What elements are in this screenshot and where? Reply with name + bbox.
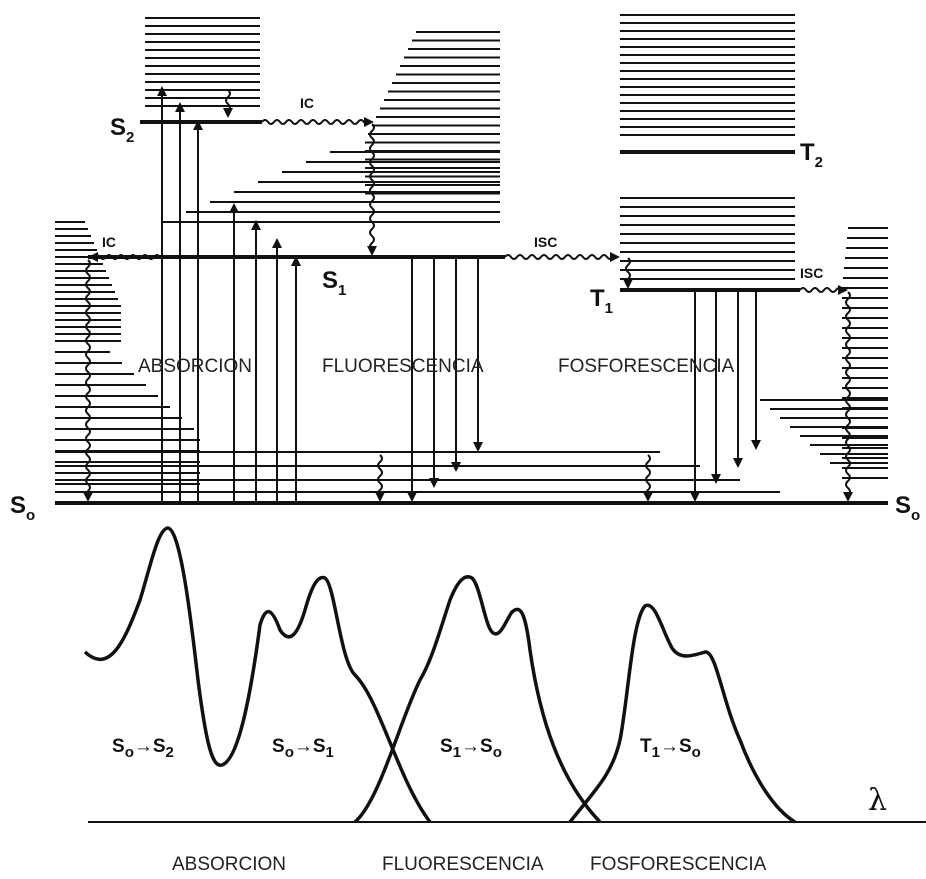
section-absorcion: ABSORCION xyxy=(138,356,252,377)
section-fluorescencia: FLUORESCENCIA xyxy=(322,356,484,377)
band-t1-s0-label: T1→So xyxy=(640,736,701,761)
spectrum-fluorescencia-label: FLUORESCENCIA xyxy=(382,854,544,875)
isc-middle-wavy xyxy=(504,252,620,262)
s1-s0-internal-conversion-wavy xyxy=(83,259,93,502)
spectrum-fosforescencia-label: FOSFORESCENCIA xyxy=(590,854,767,875)
ic-left-wavy xyxy=(88,252,161,262)
s2-s1-relaxation-wavy xyxy=(367,123,377,256)
state-s0-left-label: So xyxy=(10,492,35,524)
s0-relax-wavy-fl xyxy=(375,454,385,502)
state-s2-label: S2 xyxy=(110,114,134,146)
state-s1-label: S1 xyxy=(322,267,346,299)
lambda-label: λ xyxy=(868,783,887,818)
section-fosforescencia: FOSFORESCENCIA xyxy=(558,356,735,377)
s0-relax-wavy-ph xyxy=(643,454,653,502)
state-t1-label: T1 xyxy=(590,285,613,317)
ic-upper-label: IC xyxy=(300,95,314,111)
s2-vib-relax-wavy xyxy=(223,89,233,118)
transition-arrows xyxy=(157,86,761,503)
ic-left-label: IC xyxy=(102,234,116,250)
band-s1-s0-label: S1→So xyxy=(440,736,502,761)
band-s0-s2-label: So→S2 xyxy=(112,736,174,761)
state-t2-label: T2 xyxy=(800,139,823,171)
isc-middle-label: ISC xyxy=(534,234,557,250)
isc-right-wavy xyxy=(799,285,848,295)
band-s0-s1-label: So→S1 xyxy=(272,736,334,761)
state-s0-right-label: So xyxy=(895,492,920,524)
emission-absorption-spectrum: λ So→S2 So→S1 S1→So T1→So ABSORCION FLUO… xyxy=(83,526,926,875)
fluorescence-curve xyxy=(353,575,602,824)
isc-right-label: ISC xyxy=(800,265,823,281)
t1-s0-isc-wavy xyxy=(843,291,853,502)
nonradiative-transitions xyxy=(83,89,853,502)
absorption-s0-s2-curve xyxy=(83,526,432,824)
phosphorescence-curve xyxy=(568,603,796,824)
ic-upper-wavy xyxy=(261,117,374,127)
spectrum-absorcion-label: ABSORCION xyxy=(172,854,286,875)
t1-relaxation-wavy xyxy=(623,257,633,289)
